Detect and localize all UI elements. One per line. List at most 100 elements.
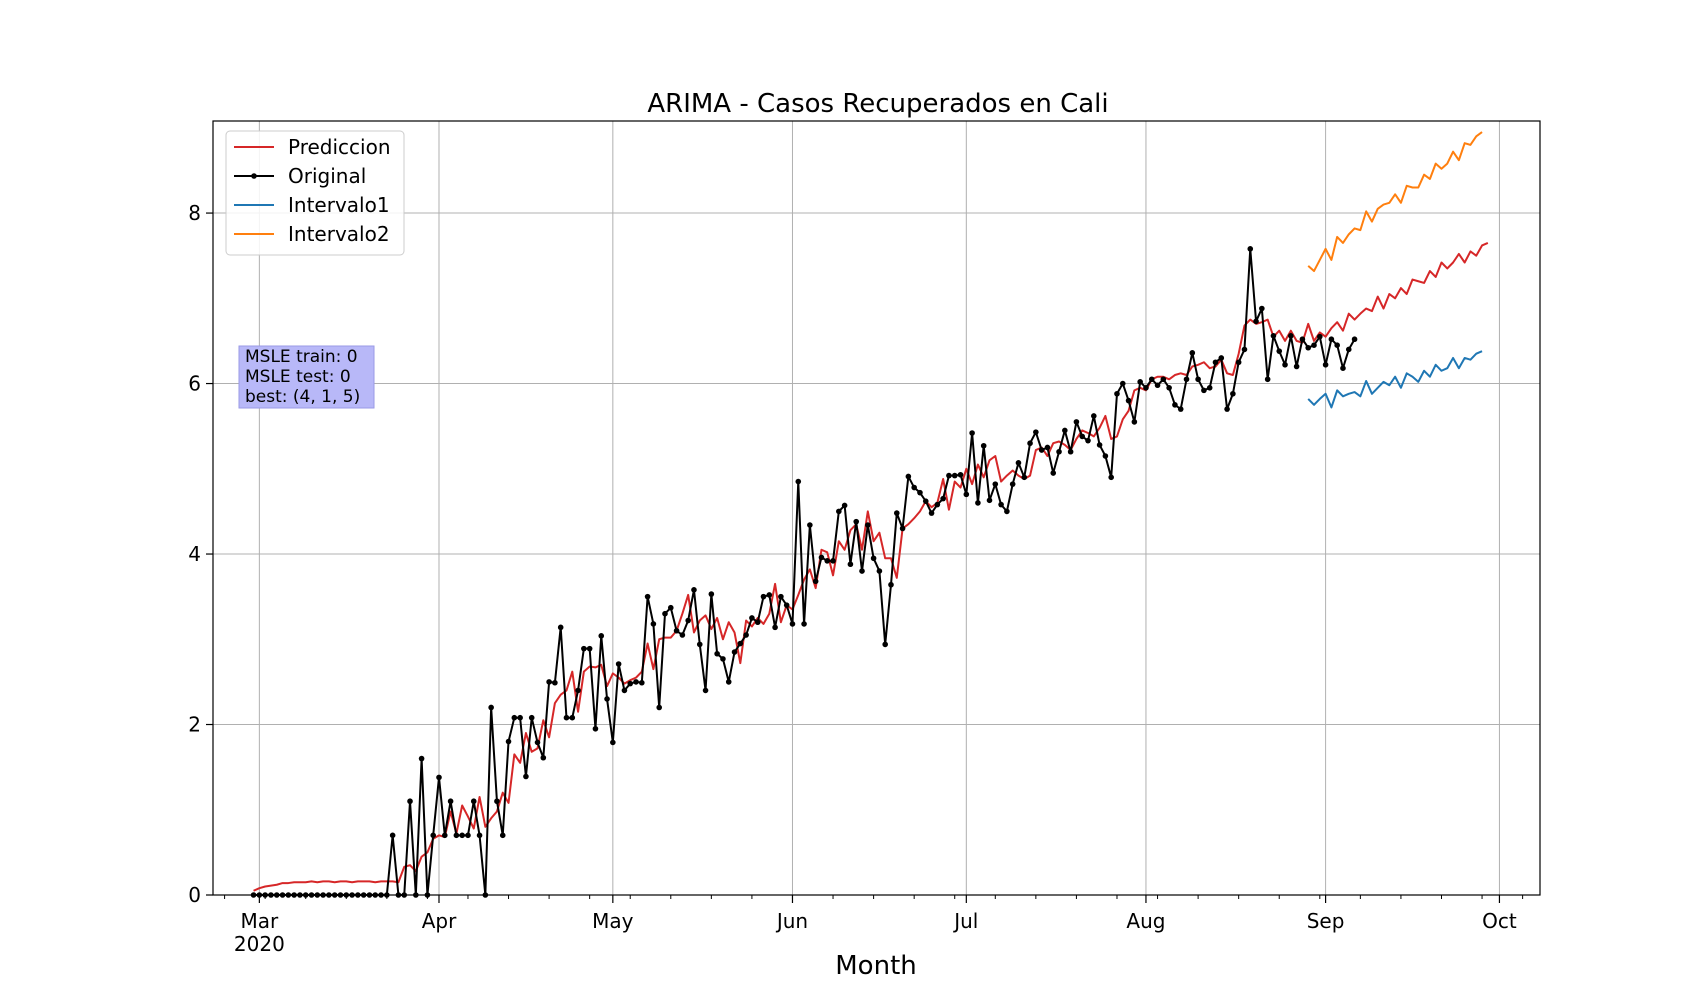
data-point-original — [876, 568, 883, 574]
data-point-original — [1328, 336, 1335, 343]
data-point-original — [975, 500, 981, 506]
data-point-original — [453, 832, 460, 839]
data-point-original — [436, 774, 442, 781]
data-point-original — [772, 624, 778, 631]
data-point-original — [447, 798, 454, 805]
data-point-original — [1264, 376, 1271, 383]
plot-area — [212, 120, 1541, 898]
data-point-original — [610, 739, 616, 746]
data-point-original — [708, 591, 715, 597]
data-point-original — [899, 525, 906, 532]
data-point-original — [882, 641, 888, 648]
data-point-original — [917, 489, 923, 496]
y-tick-label: 8 — [188, 201, 201, 225]
data-point-original — [928, 510, 935, 516]
data-point-original — [812, 578, 819, 585]
annotation-box — [238, 345, 375, 409]
data-point-original — [1119, 380, 1126, 387]
data-point-original — [951, 472, 958, 479]
series-line-intervalo2 — [1307, 131, 1483, 273]
data-point-original — [1241, 346, 1248, 353]
data-point-original — [905, 473, 912, 480]
data-point-original — [465, 832, 471, 839]
x-tick-label: Sep — [1307, 909, 1345, 933]
data-point-original — [494, 798, 500, 805]
data-point-original — [517, 714, 523, 721]
data-point-original — [865, 522, 871, 528]
data-point-original — [836, 508, 842, 515]
data-point-original — [946, 472, 952, 479]
data-point-original — [783, 602, 790, 608]
data-point-original — [621, 687, 628, 694]
data-point-original — [969, 430, 975, 436]
data-point-original — [1218, 355, 1225, 361]
data-point-original — [1091, 413, 1097, 419]
data-point-original — [1114, 390, 1120, 397]
data-point-original — [430, 832, 437, 839]
data-point-original — [888, 581, 894, 588]
data-point-original — [633, 679, 639, 685]
data-point-original — [911, 484, 917, 491]
data-point-original — [441, 832, 448, 839]
data-point-original — [459, 832, 465, 839]
data-point-original — [980, 442, 987, 449]
data-point-original — [615, 661, 622, 667]
data-point-original — [691, 587, 697, 593]
data-point-original — [639, 679, 645, 686]
data-point-original — [1160, 376, 1167, 383]
data-point-original — [731, 649, 738, 655]
data-point-original — [853, 518, 860, 525]
data-point-original — [679, 632, 686, 638]
data-point-original — [702, 687, 709, 694]
data-point-original — [1021, 474, 1028, 481]
data-point-original — [957, 471, 964, 478]
data-point-original — [743, 632, 749, 638]
data-point-original — [992, 481, 999, 487]
data-point-original — [505, 738, 512, 745]
series-line-prediccion — [253, 241, 1489, 892]
data-point-original — [523, 773, 529, 780]
data-point-original — [830, 558, 836, 564]
data-point-original — [1189, 350, 1196, 356]
data-point-original — [778, 593, 784, 600]
data-point-original — [1044, 444, 1051, 451]
data-point-original — [575, 687, 581, 694]
annotation-line: MSLE train: 0 — [245, 347, 358, 367]
series-line-original — [253, 247, 1356, 896]
data-point-original — [1293, 363, 1300, 370]
data-point-original — [563, 714, 570, 721]
data-point-original — [470, 798, 477, 805]
data-point-original — [1230, 390, 1236, 397]
data-point-original — [662, 610, 668, 617]
x-tick-label: Aug — [1126, 909, 1165, 933]
data-point-original — [418, 755, 425, 762]
data-point-original — [604, 696, 610, 702]
data-point-original — [1131, 419, 1138, 425]
data-point-original — [824, 558, 831, 564]
data-point-original — [511, 714, 518, 721]
x-axis-label: Month — [835, 951, 917, 981]
data-point-original — [696, 641, 703, 648]
data-point-original — [685, 617, 691, 624]
data-point-original — [1195, 376, 1201, 383]
data-point-original — [569, 714, 576, 721]
x-tick-label: Jul — [952, 909, 978, 933]
y-tick-label: 0 — [188, 883, 201, 907]
data-point-original — [1282, 361, 1288, 368]
data-point-original — [499, 832, 506, 839]
data-point-original — [1038, 447, 1045, 453]
series-line-intervalo1 — [1307, 350, 1483, 409]
data-point-original — [1073, 419, 1080, 425]
data-point-original — [1166, 385, 1172, 391]
legend-label-intervalo1: Intervalo1 — [288, 193, 390, 217]
plot-frame — [212, 120, 1541, 896]
data-point-original — [841, 502, 848, 509]
data-point-original — [1288, 333, 1294, 339]
data-point-original — [766, 592, 773, 598]
data-point-original — [801, 621, 807, 627]
x-tick-label: Oct — [1482, 909, 1517, 933]
data-point-original — [1224, 406, 1230, 412]
x-tick-sublabel: 2020 — [234, 932, 285, 956]
data-point-original — [934, 501, 941, 508]
